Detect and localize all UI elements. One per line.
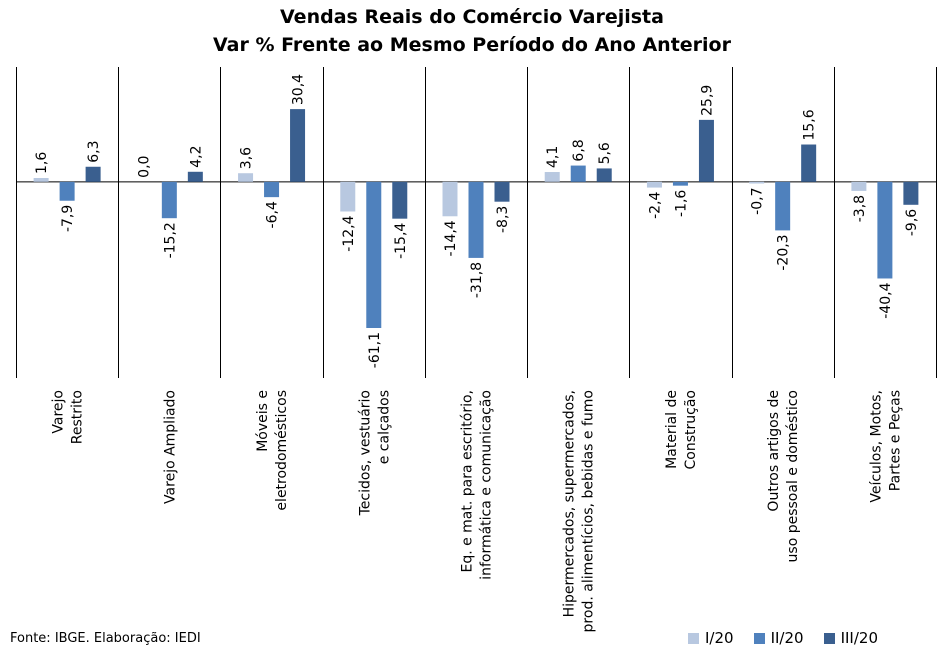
bar [85, 166, 101, 182]
legend-label: I/20 [705, 629, 734, 647]
data-label: -20,3 [776, 234, 792, 270]
category-label: Varejo Restrito [51, 390, 86, 444]
legend-swatch [688, 632, 699, 644]
bar [187, 171, 203, 182]
bar [903, 181, 919, 205]
bar [801, 144, 817, 182]
data-label: 15,6 [802, 109, 818, 140]
bar [698, 119, 714, 182]
bar [775, 181, 791, 231]
bar [238, 173, 254, 182]
bar [264, 181, 280, 198]
bar [672, 181, 688, 186]
data-label: 5,6 [597, 142, 613, 164]
data-label: -14,4 [443, 220, 459, 256]
data-label: -15,2 [162, 222, 178, 258]
bar [877, 181, 893, 279]
category-label: Varejo Ampliado [162, 390, 178, 504]
bar [59, 181, 75, 201]
bar [290, 109, 306, 182]
legend-swatch [753, 632, 765, 644]
data-label: 4,1 [545, 146, 561, 168]
data-label: -7,9 [60, 205, 76, 232]
legend-label: III/20 [840, 629, 878, 647]
category-label: Hipermercados, supermercados, prod. alime… [562, 390, 597, 632]
data-label: -15,4 [393, 223, 409, 259]
chart-title: Vendas Reais do Comércio Varejista [280, 6, 664, 28]
data-label: -0,7 [750, 188, 766, 215]
bar [392, 181, 408, 219]
source-note: Fonte: IBGE. Elaboração: IEDI [10, 631, 201, 646]
category-label: Eq. e mat. para escritório, informática e… [460, 390, 495, 580]
bar [570, 165, 586, 182]
data-label: 0,0 [136, 156, 152, 178]
legend-item: III/20 [823, 629, 878, 647]
category-label: Veículos, Motos, Partes e Peças [868, 390, 903, 503]
data-label: -2,4 [647, 191, 663, 218]
legend-item: II/20 [753, 629, 804, 647]
category-label: Outros artigos de uso pessoal e doméstico [766, 390, 801, 562]
data-label: 1,6 [34, 152, 50, 174]
bar [494, 181, 510, 202]
bar [646, 181, 662, 188]
legend-item: I/20 [688, 629, 734, 647]
bar [442, 181, 458, 217]
data-label: -8,3 [495, 206, 511, 233]
legend-swatch [823, 632, 835, 644]
bar [468, 181, 484, 258]
data-label: 3,6 [239, 147, 255, 169]
bar [749, 181, 765, 184]
category-label: Tecidos, vestuário e calçados [357, 390, 392, 516]
data-label: 4,2 [188, 146, 204, 168]
bar [366, 181, 382, 329]
legend-label: II/20 [770, 629, 804, 647]
data-label: -1,6 [673, 190, 689, 217]
data-label: -9,6 [904, 209, 920, 236]
data-label: 6,3 [86, 140, 102, 162]
category-label: Material de Construção [664, 390, 699, 469]
data-label: -40,4 [878, 282, 894, 318]
data-label: -12,4 [341, 215, 357, 251]
bar [33, 178, 49, 182]
legend: I/20 II/20 III/20 [688, 629, 898, 647]
bar [596, 168, 612, 182]
bar [544, 172, 560, 182]
data-label: -61,1 [367, 332, 383, 368]
bar [161, 181, 177, 219]
bar [340, 181, 356, 212]
data-label: -31,8 [469, 262, 485, 298]
data-label: 6,8 [571, 139, 587, 161]
category-label: Móveis e eletrodomésticos [255, 390, 290, 511]
data-label: 25,9 [699, 85, 715, 116]
data-label: 30,4 [291, 74, 307, 105]
data-label: -3,8 [852, 195, 868, 222]
data-label: -6,4 [265, 201, 281, 228]
bar [851, 181, 867, 191]
chart-subtitle: Var % Frente ao Mesmo Período do Ano Ant… [212, 34, 731, 56]
